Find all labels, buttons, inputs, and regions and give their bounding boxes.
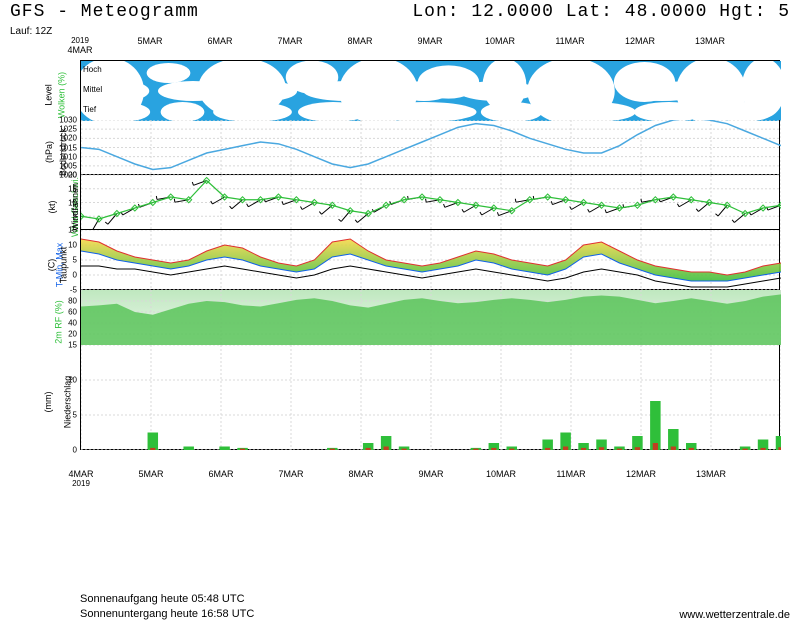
cloud-row-mittel: Mittel — [83, 85, 102, 94]
svg-rh — [81, 290, 781, 345]
credit: www.wetterzentrale.de — [679, 609, 790, 621]
run-label: Lauf: 12Z — [10, 26, 52, 37]
cloud-row-hoch: Hoch — [83, 65, 102, 74]
panel-wind: Wind Geschwi. Windfahnen (kt) 5101520 — [80, 175, 780, 230]
cloud-row-tief: Tief — [83, 105, 96, 114]
svg-clouds — [81, 61, 781, 121]
svg-pressure — [81, 120, 781, 175]
svg-precip — [81, 345, 781, 450]
sunset-text: Sonnenuntergang heute 16:58 UTC — [80, 607, 254, 621]
title-right: Lon: 12.0000 Lat: 48.0000 Hgt: 5 — [412, 2, 790, 22]
yticks-temp: -5051015 — [49, 230, 79, 289]
yticks-rh: 20406080 — [49, 290, 79, 344]
svg-temp — [81, 230, 781, 290]
svg-wind — [81, 175, 781, 230]
sunrise-text: Sonnenaufgang heute 05:48 UTC — [80, 592, 254, 606]
title-left: GFS - Meteogramm — [10, 2, 199, 22]
yticks-pressure: 1000100510101015102010251030 — [49, 120, 79, 174]
panel-precip: Niederschlag (mm) 051015 4MAR20195MAR6MA… — [80, 345, 780, 450]
ylabel-clouds-sub: Level — [44, 84, 54, 106]
panel-temp: T-Min, Max Taupunkt (C) -5051015 — [80, 230, 780, 290]
yticks-precip: 051015 — [49, 345, 79, 449]
footer-sun: Sonnenaufgang heute 05:48 UTC Sonnenunte… — [80, 592, 254, 621]
yticks-wind: 5101520 — [49, 175, 79, 229]
chart-area: 20194MAR5MAR6MAR7MAR8MAR9MAR10MAR11MAR12… — [80, 60, 780, 565]
ylabel-clouds: Wolken (%) — [56, 72, 66, 118]
panel-clouds: Wolken (%) Level Hoch Mittel Tief — [80, 60, 780, 120]
panel-rh: 2m RF (%) 20406080 — [80, 290, 780, 345]
panel-pressure: Bodendruck (hPa) 10001005101010151020102… — [80, 120, 780, 175]
meteogram-header: GFS - Meteogramm Lon: 12.0000 Lat: 48.00… — [10, 2, 790, 22]
